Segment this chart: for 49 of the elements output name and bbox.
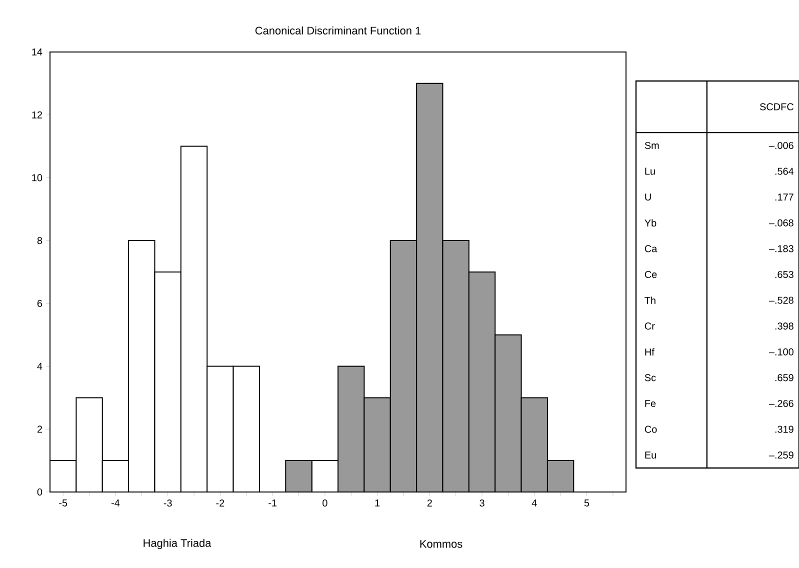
- text: –.183: [768, 245, 794, 252]
- category-label: Hf: [645, 348, 654, 356]
- y-tick-label: 8: [37, 237, 42, 244]
- text: .564: [775, 168, 794, 175]
- text: Haghia Triada: [144, 538, 212, 550]
- y-tick-label: 2: [37, 426, 42, 433]
- x-tick-label: -3: [164, 500, 172, 507]
- x-tick-label: 1: [375, 500, 380, 506]
- category-label: Lu: [645, 168, 655, 175]
- category-label: Yb: [644, 219, 656, 227]
- x-tick-label: -5: [59, 500, 68, 506]
- category-label: Th: [644, 296, 656, 304]
- y-tick-label: 6: [37, 300, 42, 307]
- text: –.006: [768, 142, 794, 150]
- x-tick-label: 0: [322, 500, 328, 507]
- category-label: Ca: [644, 245, 658, 252]
- text: Kommos: [420, 540, 462, 548]
- text: .653: [775, 270, 794, 278]
- text: .659: [775, 374, 794, 382]
- y-tick-label: 10: [32, 174, 42, 182]
- category-label: Cr: [644, 322, 655, 330]
- category-label: Sc: [644, 374, 656, 382]
- x-tick-label: -2: [216, 500, 224, 506]
- category-label: U: [645, 194, 651, 201]
- text: .398: [775, 322, 794, 330]
- y-tick-label: 0: [37, 488, 42, 496]
- chart-title: Canonical Discriminant Function 1: [255, 26, 421, 34]
- x-tick-label: 2: [427, 500, 432, 506]
- category-label: Eu: [645, 452, 656, 459]
- x-tick-label: -1: [268, 500, 277, 506]
- y-tick-label: 12: [32, 111, 42, 118]
- text: SCDFC: [760, 103, 794, 110]
- y-tick-label: 4: [37, 362, 42, 370]
- x-tick-label: 4: [532, 500, 537, 506]
- text: –.528: [768, 296, 794, 304]
- x-tick-label: -4: [111, 500, 120, 506]
- category-label: Sm: [644, 142, 659, 150]
- category-label: Ce: [644, 270, 657, 278]
- text: –.259: [768, 452, 794, 459]
- x-tick-label: 3: [480, 500, 484, 507]
- text: –.100: [768, 348, 794, 356]
- y-tick-label: 14: [32, 48, 42, 56]
- text: –.266: [768, 400, 794, 408]
- category-label: Co: [644, 426, 657, 433]
- text: .177: [775, 194, 794, 201]
- x-tick-label: 5: [584, 500, 590, 506]
- text: .319: [775, 426, 794, 433]
- text: –.068: [768, 219, 794, 226]
- category-label: Fe: [645, 400, 656, 407]
